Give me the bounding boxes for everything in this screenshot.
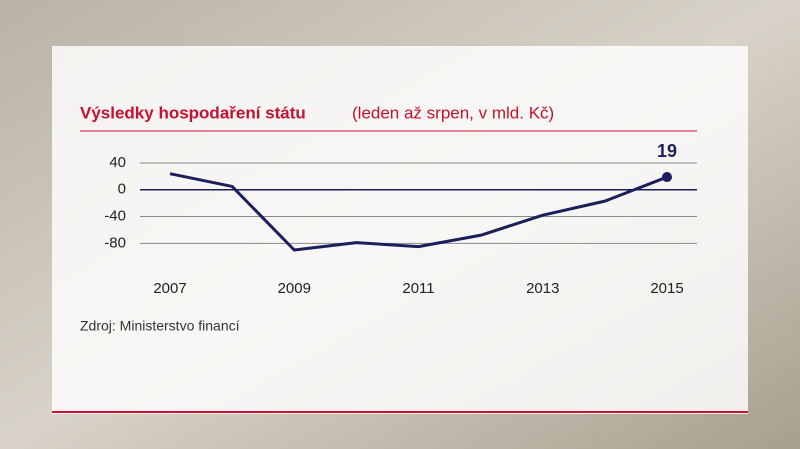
y-tick-label: -40 bbox=[104, 208, 126, 225]
y-tick-label: -80 bbox=[104, 234, 126, 251]
source: Zdroj: Ministerstvo financí bbox=[80, 318, 240, 334]
data-label: 19 bbox=[657, 141, 677, 161]
x-tick-label: 2007 bbox=[153, 280, 186, 297]
y-tick-label: 40 bbox=[109, 154, 126, 171]
x-tick-label: 2011 bbox=[402, 280, 434, 297]
line bbox=[169, 172, 668, 252]
panel bbox=[52, 46, 748, 414]
x-tick-label: 2013 bbox=[526, 280, 559, 297]
chart-subtitle: (leden až srpen, v mld. Kč) bbox=[352, 103, 554, 122]
chart-title: Výsledky hospodaření státu bbox=[80, 103, 306, 122]
y-tick-label: 0 bbox=[118, 181, 126, 198]
point bbox=[662, 172, 672, 183]
x-tick-label: 2015 bbox=[650, 280, 683, 297]
x-tick-label: 2009 bbox=[278, 280, 311, 297]
